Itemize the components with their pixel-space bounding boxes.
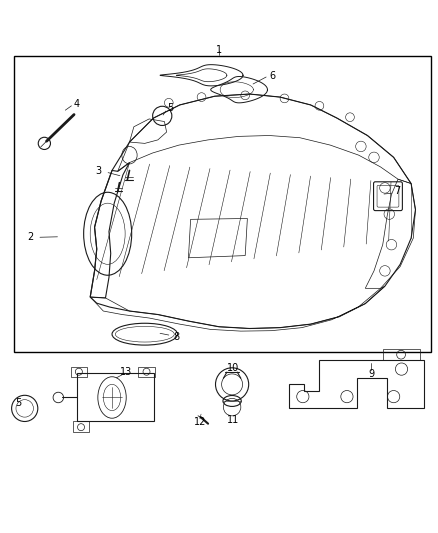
Bar <box>77 374 153 422</box>
Bar <box>73 422 89 432</box>
Text: 10: 10 <box>227 363 240 373</box>
Text: 6: 6 <box>269 71 276 80</box>
Text: 5: 5 <box>167 103 173 114</box>
Bar <box>138 367 155 376</box>
Text: 12: 12 <box>194 417 206 427</box>
Text: 1: 1 <box>216 44 222 54</box>
Text: 11: 11 <box>227 415 240 425</box>
Bar <box>71 367 87 376</box>
Bar <box>14 56 431 352</box>
Text: 13: 13 <box>120 367 133 377</box>
Text: 4: 4 <box>74 99 80 109</box>
Text: 9: 9 <box>368 369 374 379</box>
Text: 5: 5 <box>15 398 21 408</box>
Text: 8: 8 <box>173 332 180 342</box>
Text: 7: 7 <box>394 187 400 196</box>
Text: 2: 2 <box>27 232 34 242</box>
Text: 3: 3 <box>95 166 102 176</box>
